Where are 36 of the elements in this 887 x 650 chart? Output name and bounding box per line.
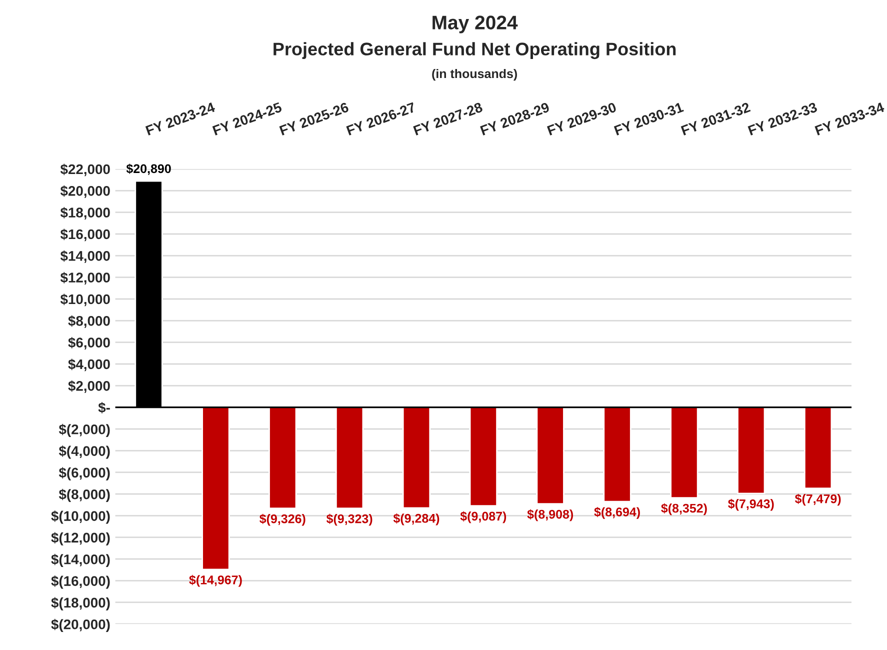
y-tick-label: $(6,000)	[58, 467, 110, 480]
y-tick-label: $(4,000)	[58, 446, 110, 459]
y-tick-label: $20,000	[60, 185, 110, 198]
y-tick-label: $(14,000)	[51, 554, 110, 568]
y-tick-label: $8,000	[68, 315, 110, 328]
data-label: $(9,323)	[326, 514, 372, 526]
y-tick-label: $(2,000)	[58, 424, 110, 438]
y-tick-label: $18,000	[60, 207, 110, 220]
data-label: $(8,694)	[594, 506, 640, 519]
data-label: $(7,943)	[728, 498, 774, 511]
data-label: $(8,352)	[661, 503, 707, 516]
y-tick-label: $(20,000)	[51, 618, 110, 632]
y-tick-label: $(10,000)	[51, 510, 110, 524]
chart-subtitle: Projected General Fund Net Operating Position	[274, 42, 676, 60]
data-label: $(9,087)	[460, 511, 506, 524]
text: (in thousands)	[432, 68, 517, 81]
y-tick-label: $6,000	[68, 337, 110, 350]
y-tick-label: $22,000	[60, 164, 110, 176]
data-label: $(7,479)	[794, 494, 841, 506]
y-tick-label: $(12,000)	[51, 532, 110, 546]
y-tick-label: $-	[98, 402, 110, 414]
y-tick-label: $(8,000)	[58, 488, 110, 502]
data-label: $(14,967)	[189, 574, 242, 587]
y-tick-label: $12,000	[60, 272, 110, 285]
y-tick-label: $(18,000)	[51, 597, 110, 610]
y-tick-label: $14,000	[60, 250, 110, 263]
y-tick-label: $2,000	[68, 380, 110, 393]
y-tick-label: $4,000	[68, 358, 110, 372]
chart-title: May 2024	[432, 16, 518, 34]
y-tick-label: $10,000	[60, 294, 110, 306]
data-label: $20,890	[126, 164, 171, 175]
data-label: $(8,908)	[527, 509, 574, 522]
y-tick-label: $16,000	[60, 228, 110, 242]
y-tick-label: $(16,000)	[51, 576, 110, 589]
data-label: $(9,284)	[393, 513, 440, 526]
data-label: $(9,326)	[260, 514, 306, 526]
